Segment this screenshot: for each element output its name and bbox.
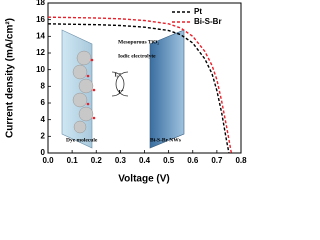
y-tick-label: 12	[36, 48, 45, 57]
x-tick-label: 0.0	[42, 156, 54, 165]
annotation: I⁻	[118, 89, 123, 95]
x-tick-label: 0.8	[235, 156, 247, 165]
y-tick-label: 2	[41, 131, 46, 140]
y-tick-label: 16	[36, 15, 45, 24]
y-tick-label: 4	[41, 115, 46, 124]
legend-label: Bi-S-Br	[194, 17, 222, 26]
x-tick-label: 0.2	[91, 156, 103, 165]
x-tick-label: 0.5	[163, 156, 175, 165]
page: Voltage (V) Current density (mA/cm²) 0.0…	[4, 0, 248, 185]
annotation: Dye molecule	[66, 137, 98, 143]
x-axis-label: Voltage (V)	[118, 174, 169, 185]
annotation: Bi-S-Br NWs	[150, 137, 181, 143]
series-line	[47, 23, 230, 154]
inset-illustration	[61, 29, 185, 149]
x-tick-label: 0.6	[187, 156, 199, 165]
y-tick-label: 0	[41, 148, 46, 157]
annotation: Iodic electrolyte	[118, 53, 156, 59]
legend-label: Pt	[194, 7, 202, 16]
x-tick-label: 0.1	[67, 156, 79, 165]
x-tick-label: 0.4	[139, 156, 151, 165]
annotation: I₃⁻	[115, 72, 122, 78]
y-tick-label: 6	[41, 98, 46, 107]
y-axis-label: Current density (mA/cm²)	[5, 18, 16, 138]
x-tick-label: 0.3	[115, 156, 127, 165]
y-tick-label: 10	[36, 65, 45, 74]
x-tick-label: 0.7	[211, 156, 223, 165]
y-tick-label: 14	[36, 31, 45, 40]
chart: Voltage (V) Current density (mA/cm²) 0.0…	[5, 0, 247, 185]
y-tick-label: 8	[41, 81, 46, 90]
y-tick-label: 18	[36, 0, 45, 7]
annotation: Mesoporous TiO₂	[118, 39, 159, 45]
series-line	[47, 16, 233, 154]
